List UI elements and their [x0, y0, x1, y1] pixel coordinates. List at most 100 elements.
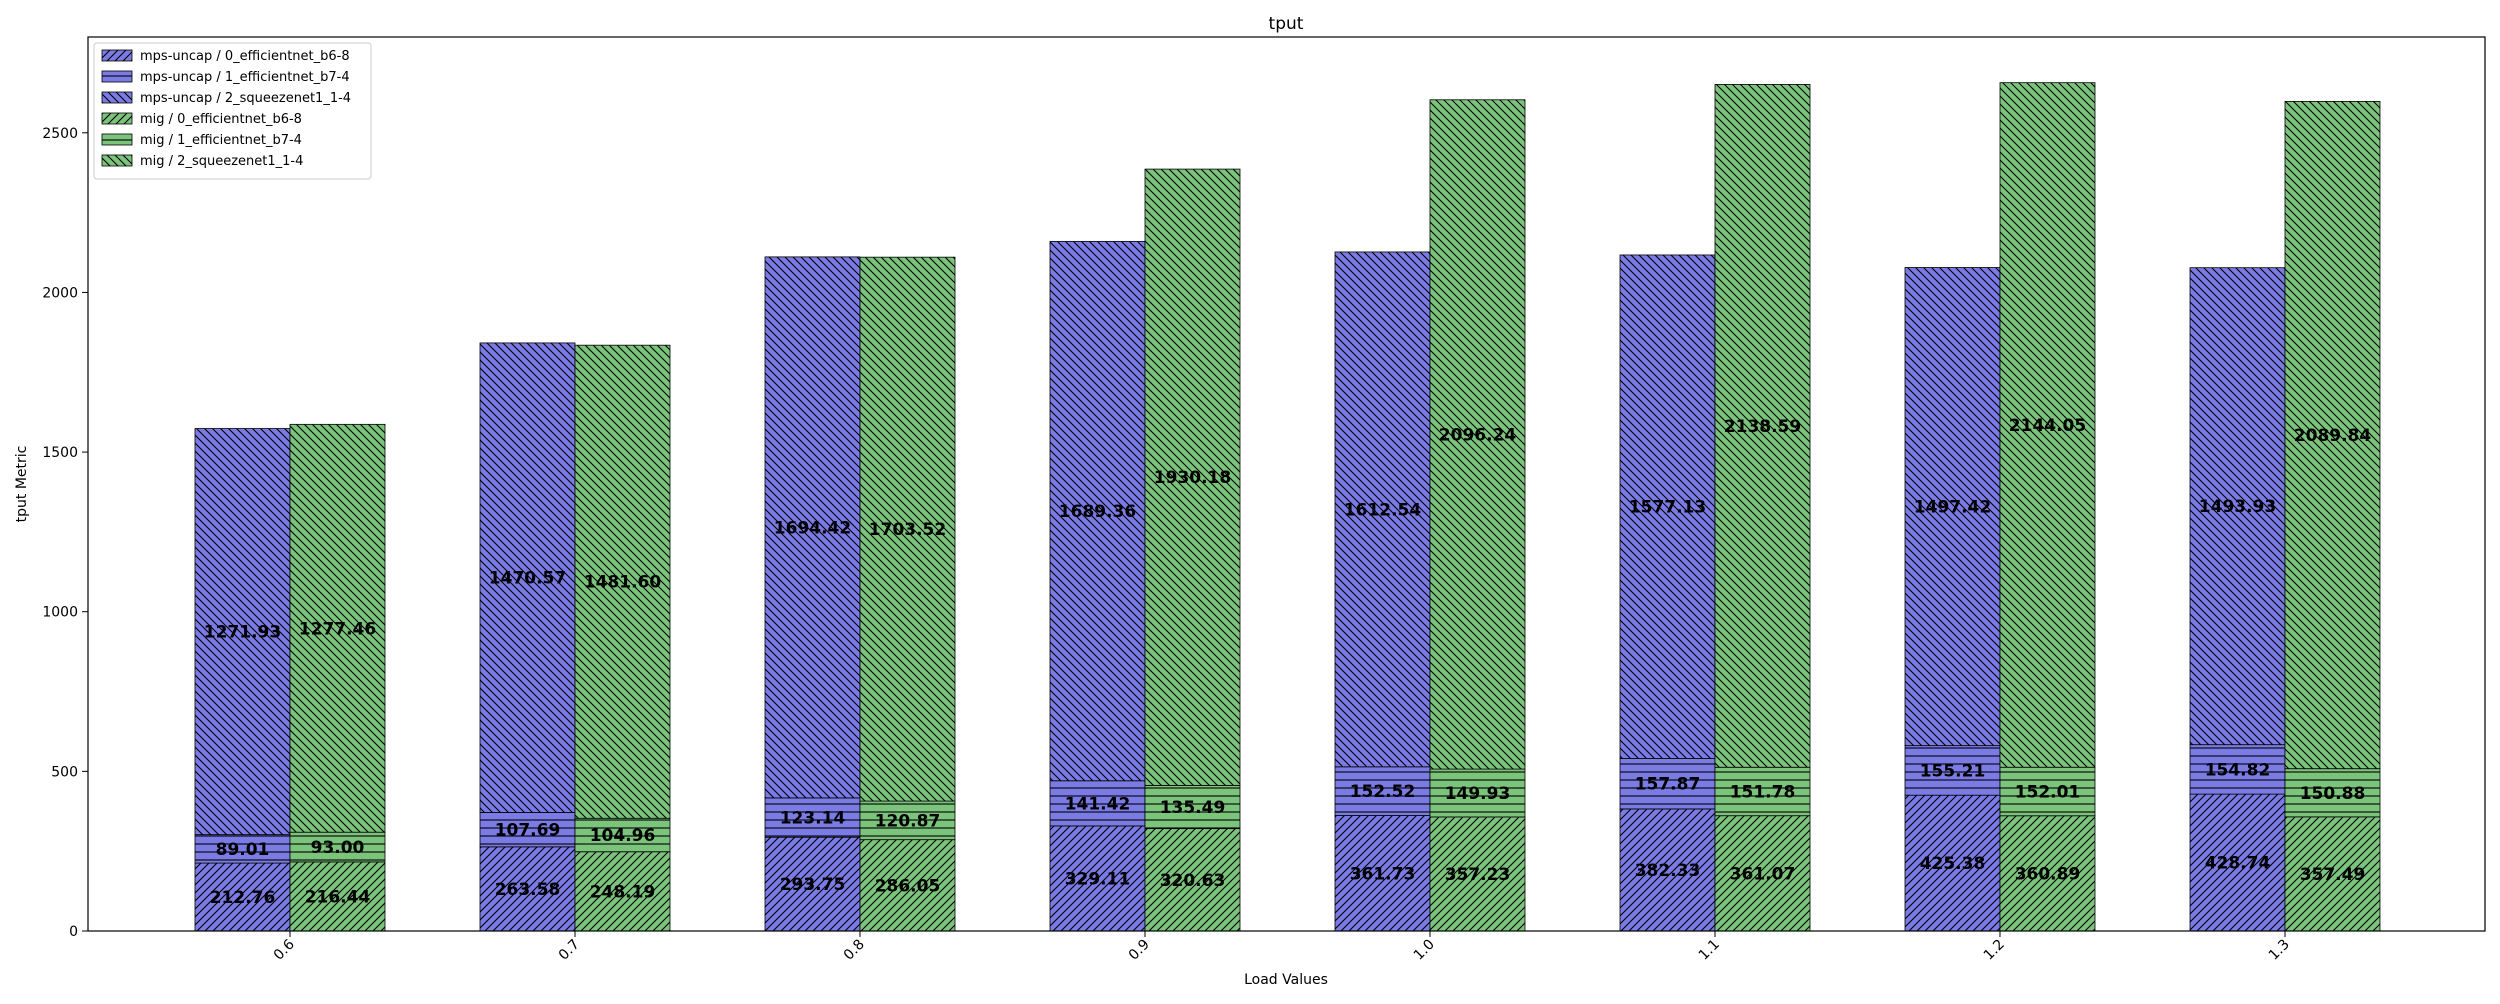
bar-segment: [1429, 768, 1526, 818]
bar-segment: [859, 839, 956, 932]
bar-segment: [289, 423, 386, 833]
bar-segment: [1334, 815, 1431, 932]
y-tick-label: 2000: [42, 285, 78, 301]
bar-value-label: 157.87: [1635, 775, 1701, 795]
bar-value-label: 104.96: [590, 826, 656, 846]
bar-segment: [1049, 825, 1146, 932]
bar-segment: [194, 834, 291, 864]
bar-value-label: 293.75: [780, 875, 846, 895]
bar-value-label: 155.21: [1920, 761, 1986, 781]
bar-value-label: 93.00: [311, 838, 365, 858]
bar-value-label: 152.01: [2015, 783, 2081, 803]
legend-swatch: [101, 49, 133, 62]
chart-title: tput: [1269, 14, 1304, 34]
legend-entry-label: mig / 0_efficientnet_b6-8: [140, 112, 302, 127]
bar-value-label: 151.78: [1730, 782, 1796, 802]
bar-segment: [1144, 168, 1241, 786]
plot-frame: [87, 36, 2486, 932]
bar-segment: [2284, 101, 2381, 770]
bar-segment: [1714, 766, 1811, 817]
bar-value-label: 1694.42: [774, 518, 851, 538]
bar-value-label: 425.38: [1920, 854, 1986, 874]
bar-segment: [194, 428, 291, 836]
bar-value-label: 2089.84: [2294, 426, 2372, 446]
x-tick-label: 0.6: [271, 936, 298, 963]
bar-segment: [1144, 784, 1241, 830]
x-axis: 0.6 0.7 0.8 0.9 1.0 1.1 1.2 1.3: [271, 931, 2293, 964]
bar-value-label: 1930.18: [1154, 468, 1231, 488]
bar-segment: [859, 256, 956, 802]
legend-swatch: [101, 70, 133, 83]
bar-value-label: 329.11: [1065, 869, 1131, 889]
bar-value-label: 212.76: [210, 888, 276, 908]
bar-value-label: 1493.93: [2199, 497, 2276, 517]
bar-segment: [289, 831, 386, 863]
x-tick-label: 0.9: [1126, 937, 1153, 964]
bar-value-label: 1277.46: [299, 619, 376, 639]
legend-box: [93, 42, 372, 180]
legend-swatch: [101, 112, 133, 125]
bar-segment: [1999, 815, 2096, 932]
legend-entry-label: mps-uncap / 0_efficientnet_b6-8: [140, 49, 350, 64]
bar-segment: [194, 862, 291, 932]
x-tick-label: 1.2: [1981, 937, 2008, 964]
y-axis: 0 500 1000 1500 2000 2500: [42, 126, 88, 940]
bar-value-label: 1703.52: [869, 520, 946, 540]
bar-value-label: 152.52: [1350, 782, 1416, 802]
bar-segment: [1999, 766, 2096, 817]
bar-segment: [859, 800, 956, 841]
legend-entry-label: mig / 1_efficientnet_b7-4: [140, 133, 302, 148]
bar-value-label: 135.49: [1160, 798, 1226, 818]
bar-value-label: 141.42: [1065, 794, 1131, 814]
bar-value-label: 1497.42: [1914, 498, 1991, 518]
bar-value-label: 149.93: [1445, 784, 1511, 804]
x-axis-label: Load Values: [1244, 972, 1328, 988]
y-tick-label: 2500: [42, 126, 78, 142]
bar-value-label: 361.07: [1730, 864, 1796, 884]
legend: mps-uncap / 0_efficientnet_b6-8 mps-uncap…: [93, 42, 372, 180]
y-tick-label: 1500: [42, 445, 78, 461]
bar-segment: [1904, 745, 2001, 796]
bar-value-label: 1689.36: [1059, 502, 1136, 522]
bar-segment: [1334, 251, 1431, 768]
bar-value-label: 320.63: [1160, 871, 1226, 891]
bar-segment: [479, 342, 576, 813]
bar-value-label: 357.23: [1445, 865, 1511, 885]
bar-value-label: 150.88: [2300, 784, 2366, 804]
x-tick-label: 0.7: [556, 937, 583, 964]
legend-swatch: [101, 154, 133, 167]
bar-value-label: 1481.60: [584, 573, 662, 593]
bar-segment: [2284, 816, 2381, 932]
bar-value-label: 1470.57: [489, 569, 566, 589]
bar-value-label: 216.44: [305, 887, 371, 907]
bar-segment: [479, 812, 576, 848]
bar-segment: [1904, 794, 2001, 932]
bar-value-label: 120.87: [875, 811, 941, 831]
bar-value-label: 2144.05: [2009, 416, 2086, 436]
y-tick-label: 1000: [42, 605, 78, 621]
bar-segment: [1429, 99, 1526, 770]
bar-value-label: 357.49: [2300, 865, 2366, 885]
bar-segment: [1999, 82, 2096, 768]
bar-value-label: 1577.13: [1629, 498, 1706, 518]
bar-segment: [574, 817, 671, 853]
bar-value-label: 89.01: [216, 840, 270, 860]
bar-segment: [574, 851, 671, 932]
bar-segment: [289, 861, 386, 932]
legend-swatch: [101, 133, 133, 146]
bar-value-label: 360.89: [2015, 864, 2081, 884]
legend-swatch: [101, 91, 133, 104]
bar-segment: [764, 256, 861, 799]
bar-value-labels: 212.76 89.01 1271.93 216.44 93.00 1277.46 263.…: [204, 416, 2372, 908]
bar-segment: [2189, 267, 2286, 746]
bar-segment: [1619, 808, 1716, 932]
bar-segment: [1429, 816, 1526, 932]
bar-value-label: 361.73: [1350, 864, 1416, 884]
bar-value-label: 123.14: [780, 809, 846, 829]
x-tick-label: 1.1: [1696, 937, 1723, 964]
bar-segment: [1904, 267, 2001, 747]
bar-value-label: 286.05: [875, 876, 941, 896]
x-tick-label: 1.0: [1411, 937, 1438, 964]
